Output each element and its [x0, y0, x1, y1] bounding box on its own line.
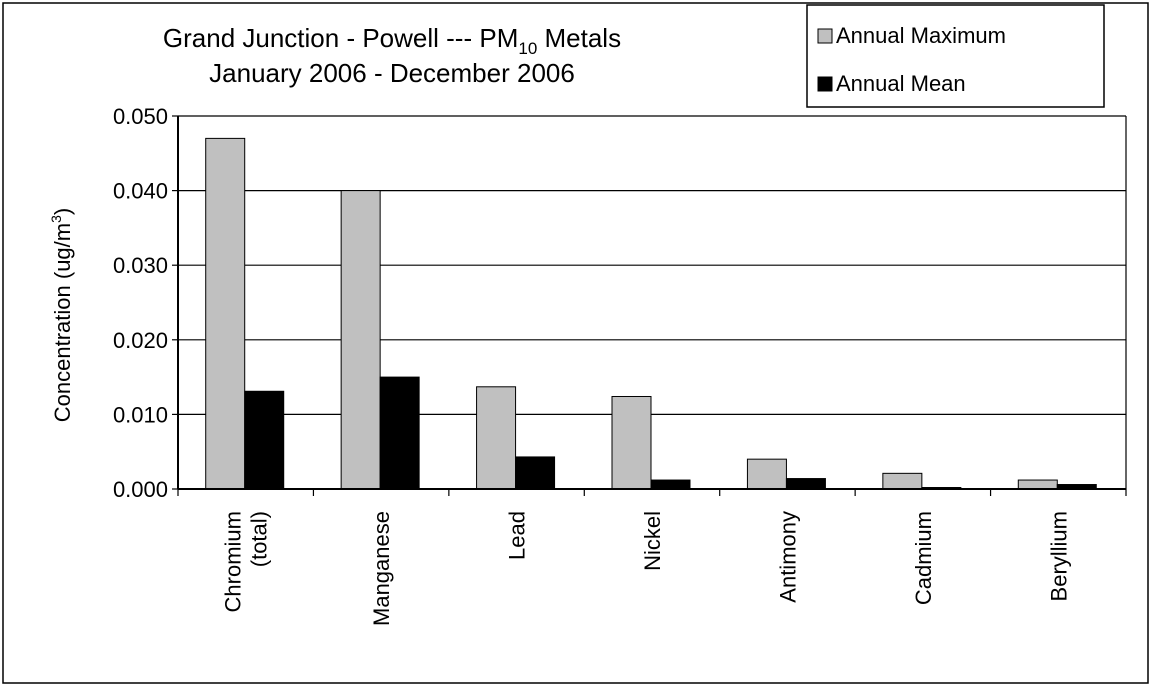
legend-box [806, 4, 1105, 108]
bar-annual-mean [244, 390, 285, 490]
x-tick-label: Cadmium [911, 511, 936, 605]
y-tick-label: 0.020 [113, 328, 168, 353]
x-tick-label: Manganese [369, 511, 394, 626]
bar-annual-maximum [1017, 479, 1058, 490]
bar-annual-maximum [882, 472, 923, 490]
y-tick-label: 0.000 [113, 477, 168, 502]
bar-annual-mean [650, 479, 691, 490]
bar-annual-maximum [476, 386, 517, 490]
plot-area: 0.000 0.010 0.020 0.030 0.040 0.050 Chromium (t… [113, 104, 1127, 626]
x-tick-label: (total) [247, 511, 272, 567]
y-axis-label: Concentration (ug/m3) [48, 208, 75, 422]
bar-annual-maximum [340, 190, 381, 490]
ylabel-main: Concentration (ug/m [50, 223, 75, 422]
plot-background [178, 116, 1126, 489]
ylabel-superscript: 3 [48, 215, 64, 223]
title-main: Grand Junction - Powell --- PM [163, 23, 518, 53]
title-end: Metals [537, 23, 621, 53]
y-tick-label: 0.030 [113, 253, 168, 278]
bar-annual-maximum [611, 395, 652, 490]
bar-annual-mean [379, 376, 420, 490]
legend-swatch-annual-mean [817, 76, 833, 92]
bar-annual-maximum [746, 458, 787, 490]
x-tick-label: Chromium [221, 511, 246, 612]
legend-label-annual-maximum: Annual Maximum [836, 23, 1006, 48]
title-subscript: 10 [518, 39, 537, 58]
x-tick-label: Antimony [775, 511, 800, 603]
bar-annual-maximum [205, 137, 246, 490]
y-tick-label: 0.050 [113, 104, 168, 129]
legend-swatch-annual-maximum [817, 28, 833, 44]
x-tick-label: Beryllium [1046, 511, 1071, 601]
y-tick-label: 0.040 [113, 179, 168, 204]
x-tick-label: Lead [505, 511, 530, 560]
bar-annual-mean [785, 478, 826, 490]
chart-title-line1: Grand Junction - Powell --- PM10 Metals [163, 23, 621, 58]
x-tick-label: Nickel [640, 511, 665, 571]
ylabel-end: ) [50, 208, 75, 215]
chart-title-line2: January 2006 - December 2006 [209, 58, 575, 88]
legend-label-annual-mean: Annual Mean [836, 71, 966, 96]
y-tick-label: 0.010 [113, 402, 168, 427]
bar-annual-mean [515, 456, 556, 490]
legend: Annual Maximum Annual Mean [806, 4, 1105, 108]
